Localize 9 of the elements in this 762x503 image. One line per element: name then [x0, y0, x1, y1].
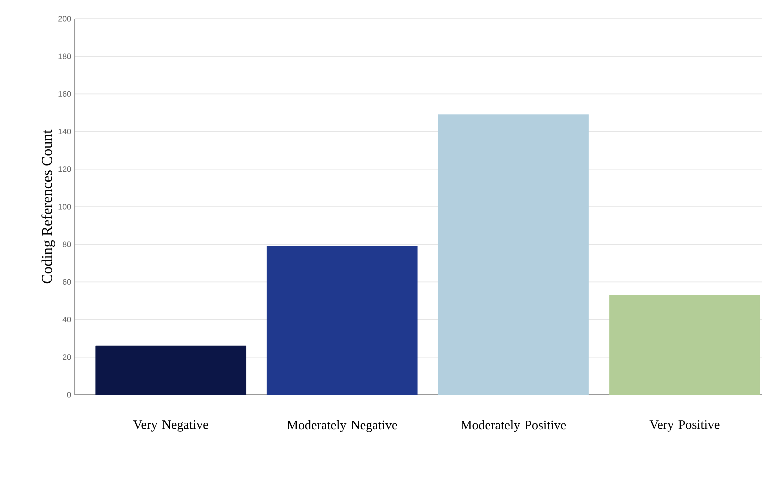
x-tick-label: Very Negative — [133, 420, 208, 432]
bar — [266, 246, 418, 396]
bar — [438, 114, 590, 396]
x-tick-label: Very Positive — [650, 420, 720, 432]
y-axis-title: Coding References Count — [42, 130, 56, 284]
bar — [610, 295, 760, 396]
x-tick-label: Moderately Positive — [461, 420, 566, 432]
x-tick-label: Moderately Negative — [287, 420, 398, 432]
bar — [96, 346, 246, 396]
